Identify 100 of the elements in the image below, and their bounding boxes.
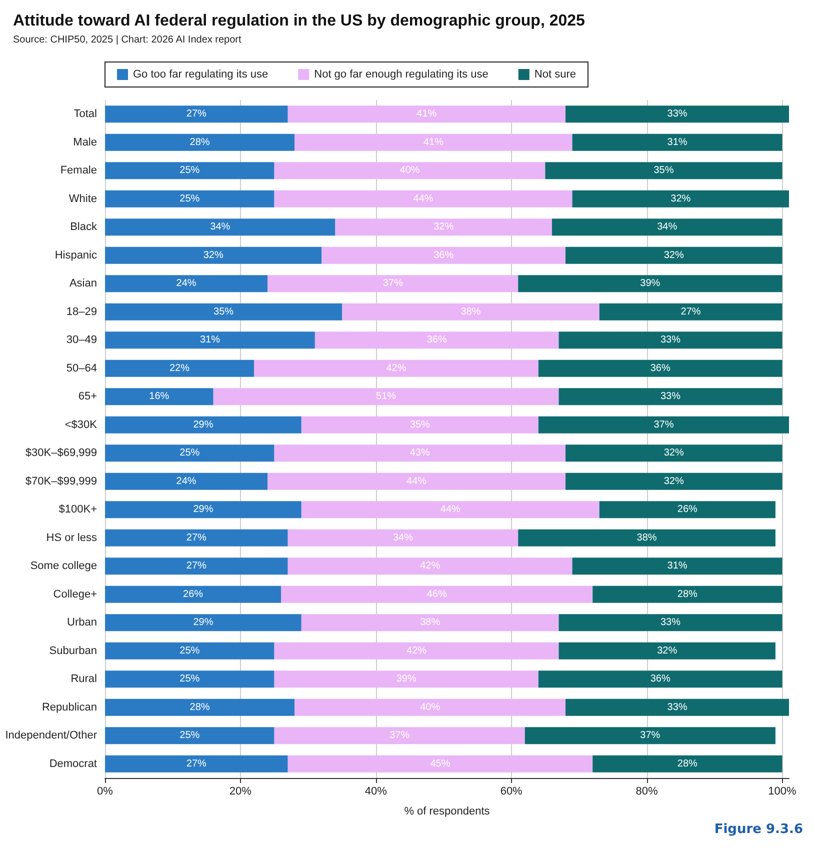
bar	[105, 332, 315, 349]
y-tick-label: Democrat	[49, 758, 97, 770]
y-tick-label: Black	[70, 221, 98, 234]
bar	[105, 388, 214, 406]
bar	[105, 755, 288, 772]
bar	[105, 218, 336, 236]
data-label: 16%	[149, 391, 170, 402]
data-label: 29%	[193, 419, 214, 430]
legend-label: Not sure	[534, 68, 576, 80]
data-label: 32%	[203, 250, 224, 261]
bar	[518, 529, 776, 546]
data-label: 32%	[670, 193, 691, 204]
bar	[105, 614, 302, 632]
x-tick-label: 100%	[768, 786, 797, 798]
data-label: 37%	[390, 730, 410, 742]
data-label: 36%	[650, 674, 670, 685]
data-label: 33%	[667, 108, 688, 120]
data-label: 24%	[176, 278, 196, 290]
data-label: 34%	[657, 222, 678, 233]
data-label: 34%	[392, 532, 414, 544]
data-label: 22%	[169, 362, 190, 374]
data-label: 33%	[660, 391, 681, 402]
data-label: 41%	[423, 136, 444, 148]
bar	[572, 558, 782, 575]
data-label: 36%	[650, 362, 670, 374]
data-label: 27%	[186, 532, 207, 544]
bar	[545, 162, 782, 180]
y-tick-label: Female	[60, 164, 97, 177]
bar	[572, 190, 789, 208]
data-label: 38%	[636, 532, 657, 544]
bar	[342, 303, 600, 320]
bar	[335, 218, 552, 236]
data-label: 31%	[200, 334, 220, 346]
y-tick-label: $70K–$99,999	[25, 475, 97, 488]
bar	[274, 642, 559, 660]
bar	[105, 106, 288, 123]
data-label: 29%	[193, 504, 214, 516]
data-label: 24%	[176, 476, 196, 487]
bar	[254, 360, 538, 377]
data-label: 39%	[640, 278, 660, 290]
bar	[274, 670, 538, 688]
data-label: 44%	[440, 504, 460, 516]
bar	[213, 388, 559, 406]
data-label: 44%	[413, 193, 434, 204]
bar	[558, 642, 776, 660]
data-label: 27%	[186, 108, 207, 120]
bar	[572, 134, 782, 151]
bar	[105, 134, 295, 151]
data-label: 39%	[396, 674, 416, 685]
data-label: 32%	[657, 645, 678, 656]
bar	[566, 106, 789, 123]
bar	[566, 444, 782, 462]
y-tick-label: HS or less	[46, 532, 98, 544]
bar	[105, 444, 274, 462]
y-tick-label: $100K+	[58, 504, 97, 516]
data-label: 27%	[680, 306, 701, 318]
data-label: 27%	[186, 560, 207, 572]
bar	[552, 218, 782, 236]
bar	[105, 642, 274, 660]
bar	[538, 670, 782, 688]
bar	[301, 614, 559, 632]
x-tick-label: 0%	[97, 786, 114, 798]
data-label: 26%	[183, 588, 204, 600]
bar	[301, 416, 538, 434]
bar	[592, 586, 782, 603]
caption: Figure 9.3.6	[714, 822, 804, 837]
data-label: 37%	[382, 278, 403, 290]
bar	[288, 529, 518, 546]
data-label: 28%	[677, 758, 698, 770]
data-label: 33%	[667, 702, 688, 713]
data-label: 40%	[420, 702, 440, 713]
x-axis-title: % of respondents	[404, 806, 490, 818]
bar	[105, 360, 254, 377]
data-label: 42%	[386, 362, 406, 374]
data-label: 42%	[406, 645, 427, 656]
data-label: 37%	[640, 730, 660, 742]
data-label: 33%	[660, 617, 681, 628]
data-label: 35%	[654, 165, 674, 176]
legend-label: Not go far enough regulating its use	[314, 68, 488, 80]
data-label: 45%	[430, 758, 450, 770]
y-tick-label: Hispanic	[54, 249, 98, 262]
data-label: 28%	[677, 588, 698, 600]
x-tick-label: 80%	[636, 786, 658, 798]
data-label: 25%	[180, 645, 200, 656]
bar	[558, 614, 782, 632]
bar	[288, 558, 572, 575]
data-label: 25%	[180, 165, 200, 176]
data-label: 31%	[667, 136, 688, 148]
data-label: 43%	[410, 448, 430, 459]
y-tick-label: College+	[53, 588, 97, 600]
data-label: 33%	[660, 334, 681, 346]
y-tick-label: Some college	[30, 560, 97, 572]
bar	[268, 472, 566, 490]
bar	[274, 444, 566, 462]
bar	[105, 529, 288, 546]
bar	[105, 698, 295, 716]
bar	[105, 558, 288, 575]
bar	[105, 416, 302, 434]
x-tick-label: 20%	[229, 786, 252, 798]
data-label: 32%	[664, 448, 684, 459]
